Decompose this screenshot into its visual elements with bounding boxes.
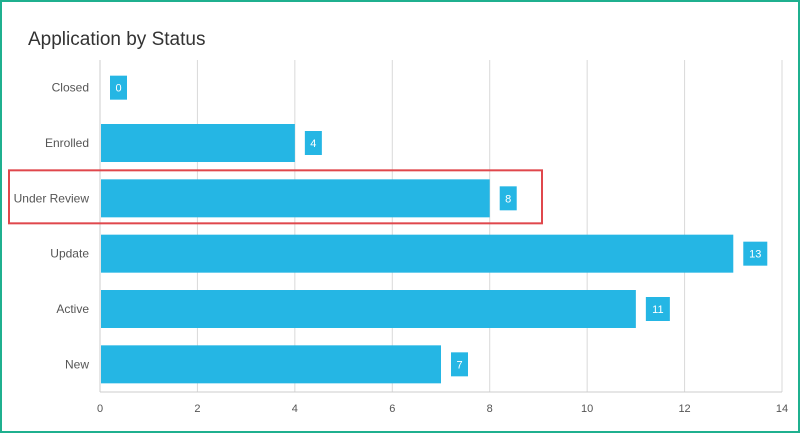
category-label-enrolled: Enrolled	[45, 136, 89, 150]
data-label-box-update	[743, 241, 768, 266]
data-label-update: 13	[749, 249, 761, 261]
x-tick-label-6: 6	[389, 403, 395, 415]
data-label-active: 11	[652, 304, 663, 316]
data-label-box-under-review	[499, 186, 517, 211]
category-label-closed: Closed	[52, 81, 89, 95]
bar-new	[101, 345, 441, 384]
x-tick-label-8: 8	[487, 403, 493, 415]
category-label-new: New	[65, 357, 89, 371]
x-tick-label-0: 0	[97, 403, 103, 415]
bar-active	[101, 290, 636, 328]
bar-enrolled	[101, 124, 295, 162]
chart-title: Application by Status	[28, 29, 206, 50]
data-label-box-new	[451, 352, 468, 377]
category-label-active: Active	[56, 302, 89, 316]
highlight-box	[8, 169, 543, 225]
category-label-under-review: Under Review	[14, 191, 90, 205]
x-tick-label-10: 10	[581, 403, 593, 415]
x-tick-label-4: 4	[292, 403, 298, 415]
x-tick-label-12: 12	[678, 403, 690, 415]
data-label-box-closed	[110, 75, 127, 100]
bar-update	[101, 234, 734, 273]
category-label-update: Update	[50, 247, 89, 261]
x-tick-label-2: 2	[194, 403, 200, 415]
data-label-under-review: 8	[505, 193, 511, 205]
data-label-box-active	[645, 297, 670, 321]
data-label-box-enrolled	[304, 131, 322, 155]
x-tick-label-14: 14	[776, 403, 788, 415]
data-label-enrolled: 4	[310, 138, 316, 150]
bar-under-review	[101, 179, 490, 218]
data-label-closed: 0	[115, 83, 121, 95]
data-label-new: 7	[456, 359, 462, 371]
